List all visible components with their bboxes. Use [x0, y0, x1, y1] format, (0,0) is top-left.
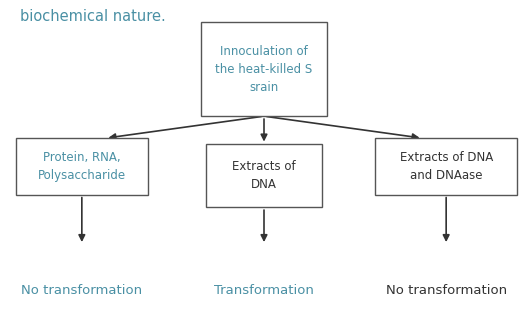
Text: Extracts of DNA
and DNAase: Extracts of DNA and DNAase — [400, 151, 493, 182]
Text: Innoculation of
the heat-killed S
srain: Innoculation of the heat-killed S srain — [215, 45, 313, 94]
Text: No transformation: No transformation — [21, 284, 143, 297]
FancyBboxPatch shape — [206, 144, 322, 207]
FancyBboxPatch shape — [201, 22, 327, 116]
Text: biochemical nature.: biochemical nature. — [20, 9, 165, 24]
FancyBboxPatch shape — [375, 138, 517, 195]
Text: Transformation: Transformation — [214, 284, 314, 297]
Text: Extracts of
DNA: Extracts of DNA — [232, 160, 296, 191]
Text: Protein, RNA,
Polysaccharide: Protein, RNA, Polysaccharide — [38, 151, 126, 182]
FancyBboxPatch shape — [16, 138, 148, 195]
Text: No transformation: No transformation — [385, 284, 507, 297]
